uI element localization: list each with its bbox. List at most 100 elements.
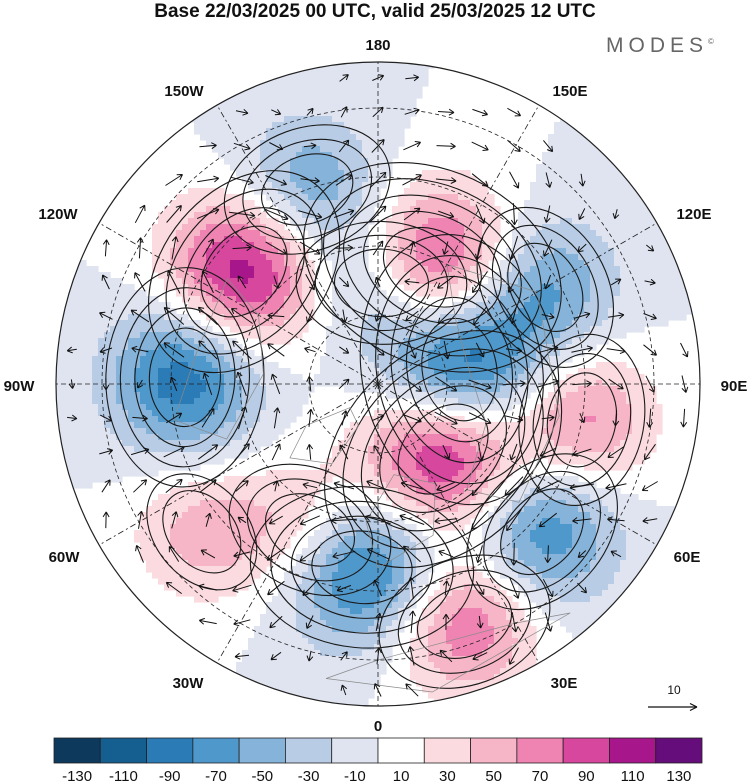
wind-vector bbox=[133, 479, 148, 493]
field-cell bbox=[386, 254, 399, 261]
field-cell bbox=[266, 398, 309, 405]
colorbar-swatch bbox=[238, 737, 286, 764]
wind-vector bbox=[302, 580, 318, 596]
field-cell bbox=[434, 662, 507, 669]
wind-vector bbox=[306, 309, 314, 323]
field-cell bbox=[170, 398, 195, 405]
wind-vector bbox=[643, 313, 657, 320]
field-cell bbox=[500, 548, 519, 555]
field-cell bbox=[392, 566, 405, 573]
field-cell bbox=[326, 254, 369, 261]
field-cell bbox=[134, 386, 159, 393]
field-cell bbox=[182, 512, 273, 519]
field-cell bbox=[302, 188, 339, 195]
field-cell bbox=[494, 506, 513, 513]
field-cell bbox=[92, 368, 117, 375]
field-cell bbox=[404, 560, 417, 567]
field-cell bbox=[170, 254, 189, 261]
field-cell bbox=[446, 674, 495, 681]
field-cell bbox=[512, 266, 531, 273]
longitude-labels: 180 150W 150E 120W 120E 90W 90E 60W 60E … bbox=[4, 37, 748, 735]
field-cell bbox=[140, 518, 177, 525]
field-cell bbox=[488, 296, 501, 303]
field-cell bbox=[632, 416, 663, 423]
field-cell bbox=[422, 224, 465, 231]
field-cell bbox=[590, 566, 621, 573]
contour-line bbox=[363, 210, 502, 324]
field-cell bbox=[524, 380, 543, 387]
field-cell bbox=[524, 200, 651, 207]
wind-vector bbox=[306, 107, 314, 116]
colorbar-swatch bbox=[423, 737, 471, 764]
field-cell bbox=[596, 542, 627, 549]
field-cell bbox=[584, 332, 627, 339]
field-cell bbox=[464, 272, 483, 279]
field-cell bbox=[494, 674, 525, 681]
field-cell bbox=[182, 296, 201, 303]
field-cell bbox=[602, 236, 675, 243]
colorbar-label: 50 bbox=[485, 768, 502, 783]
field-cell bbox=[518, 518, 543, 525]
coastline bbox=[289, 407, 360, 465]
field-cell bbox=[62, 458, 225, 465]
field-cell bbox=[554, 308, 585, 315]
field-cell bbox=[602, 500, 657, 507]
field-cell bbox=[428, 626, 447, 633]
wind-vector bbox=[99, 347, 113, 354]
wind-vector bbox=[475, 204, 486, 225]
wind-vector bbox=[543, 239, 553, 257]
field-cell bbox=[524, 248, 555, 255]
field-cell bbox=[494, 566, 513, 573]
field-cell bbox=[416, 230, 465, 237]
brand-text: MODES bbox=[606, 34, 709, 57]
field-cell bbox=[410, 596, 417, 603]
field-cell bbox=[194, 236, 225, 243]
field-cell bbox=[476, 326, 537, 333]
wind-vector bbox=[476, 615, 484, 629]
field-cell bbox=[152, 236, 177, 243]
field-cell bbox=[260, 158, 291, 165]
field-cell bbox=[158, 578, 255, 585]
field-cell bbox=[428, 356, 465, 363]
field-cell bbox=[482, 230, 501, 237]
field-cell bbox=[476, 428, 543, 435]
wind-vector bbox=[610, 278, 622, 286]
field-cell bbox=[188, 266, 207, 273]
wind-vector bbox=[267, 343, 285, 357]
field-cell bbox=[488, 482, 501, 489]
field-cell bbox=[302, 62, 435, 69]
field-cell bbox=[398, 242, 417, 249]
field-cell bbox=[584, 308, 609, 315]
field-cell bbox=[212, 410, 237, 417]
field-cell bbox=[314, 602, 339, 609]
field-cell bbox=[302, 212, 357, 219]
field-cell bbox=[56, 374, 93, 381]
field-cell bbox=[488, 620, 513, 627]
wind-vector bbox=[578, 208, 586, 221]
field-cell bbox=[272, 122, 345, 129]
field-cell bbox=[326, 536, 345, 543]
field-cell bbox=[530, 362, 543, 369]
field-cell bbox=[386, 230, 399, 237]
map-title: Base 22/03/2025 00 UTC, valid 25/03/2025… bbox=[154, 1, 596, 22]
field-cell bbox=[98, 350, 123, 357]
field-cell bbox=[530, 410, 549, 417]
field-cell bbox=[290, 314, 315, 321]
field-cell bbox=[242, 554, 279, 561]
wind-vector bbox=[267, 312, 285, 320]
field-cell bbox=[620, 278, 693, 285]
field-cell bbox=[566, 344, 597, 351]
field-cell bbox=[554, 440, 621, 447]
wind-vector bbox=[304, 346, 316, 354]
wind-vector bbox=[578, 173, 586, 187]
field-cell bbox=[176, 266, 189, 273]
wind-vector bbox=[268, 515, 283, 525]
field-cell bbox=[482, 530, 501, 537]
field-cell bbox=[392, 500, 417, 507]
field-cell bbox=[338, 524, 393, 531]
field-cell bbox=[404, 266, 429, 273]
colorbar-label: -30 bbox=[298, 768, 320, 783]
wind-vector bbox=[504, 476, 524, 496]
wind-vectors bbox=[66, 74, 689, 697]
field-cell bbox=[98, 344, 129, 351]
